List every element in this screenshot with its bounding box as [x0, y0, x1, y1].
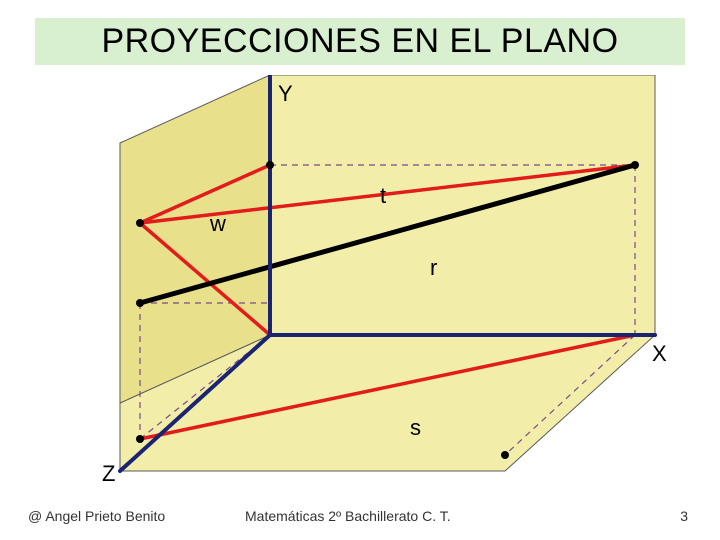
- projection-diagram: Y X Z t w r s: [40, 75, 680, 475]
- line-s-label: s: [410, 415, 421, 441]
- footer-page: 3: [680, 508, 688, 524]
- footer-author: @ Angel Prieto Benito: [28, 508, 165, 524]
- page-title: PROYECCIONES EN EL PLANO: [35, 18, 685, 65]
- line-t-label: t: [380, 183, 386, 209]
- axis-z-label: Z: [102, 461, 115, 487]
- axis-y-label: Y: [278, 81, 293, 107]
- line-r-label: r: [430, 255, 437, 281]
- footer: @ Angel Prieto Benito Matemáticas 2º Bac…: [0, 508, 720, 530]
- line-w-label: w: [210, 211, 226, 237]
- footer-course: Matemáticas 2º Bachillerato C. T.: [245, 508, 451, 524]
- diagram-svg: [40, 75, 680, 475]
- axis-x-label: X: [652, 341, 667, 367]
